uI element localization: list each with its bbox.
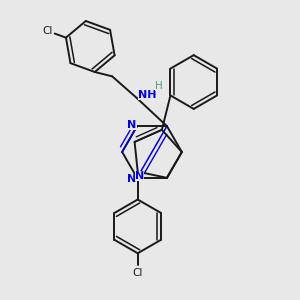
Text: Cl: Cl xyxy=(133,268,143,278)
Text: N: N xyxy=(135,171,144,181)
Text: Cl: Cl xyxy=(42,26,52,36)
Text: N: N xyxy=(128,174,137,184)
Text: N: N xyxy=(128,120,137,130)
Text: NH: NH xyxy=(138,90,156,100)
Text: H: H xyxy=(155,81,163,91)
